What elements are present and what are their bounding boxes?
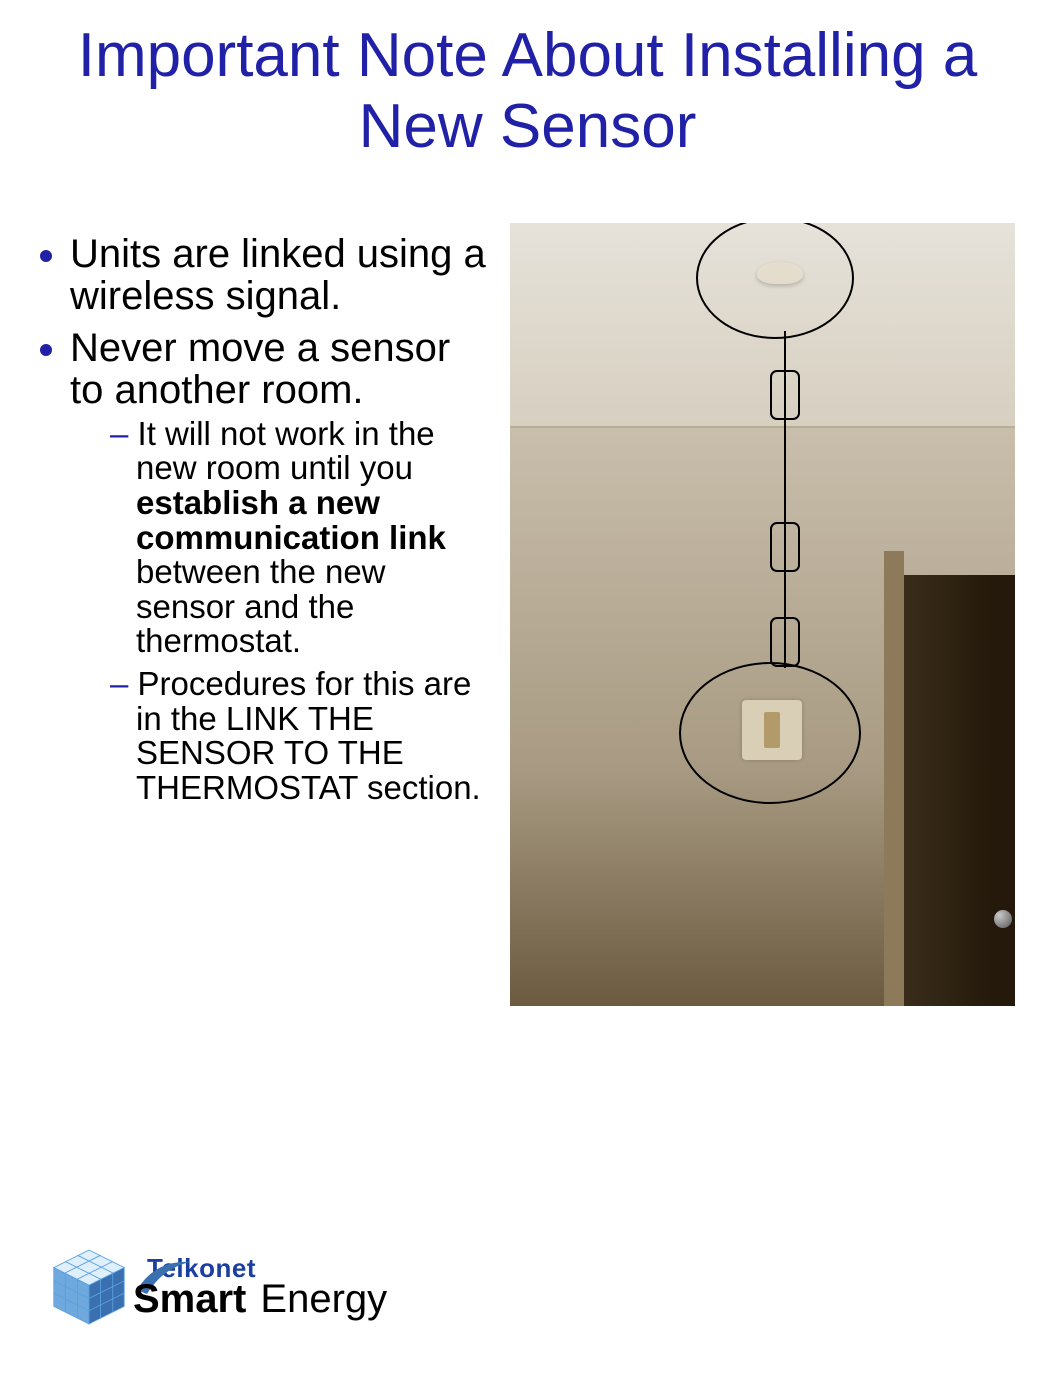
brand-logo: Telkonet SmartEnergy bbox=[45, 1239, 387, 1334]
logo-text: Telkonet SmartEnergy bbox=[147, 1255, 387, 1319]
sub2-text: Procedures for this are in the LINK THE … bbox=[136, 665, 481, 806]
sub-bullet-1: It will not work in the new room until y… bbox=[110, 417, 490, 659]
logo-product: SmartEnergy bbox=[147, 1279, 387, 1319]
logo-energy: Energy bbox=[260, 1277, 387, 1321]
bullet-2: Never move a sensor to another room. It … bbox=[70, 327, 490, 806]
slide-title: Important Note About Installing a New Se… bbox=[40, 20, 1015, 163]
body-row: Units are linked using a wireless signal… bbox=[40, 223, 1015, 1006]
image-column bbox=[510, 223, 1015, 1006]
sub-list: It will not work in the new room until y… bbox=[70, 417, 490, 806]
sub1-bold: establish a new communication link bbox=[136, 484, 446, 556]
sub1-post: between the new sensor and the thermosta… bbox=[136, 553, 386, 659]
sub1-pre: It will not work in the new room until y… bbox=[136, 415, 435, 487]
bullet-list: Units are linked using a wireless signal… bbox=[40, 233, 490, 806]
sub-bullet-2: Procedures for this are in the LINK THE … bbox=[110, 667, 490, 806]
link-diagram-overlay bbox=[510, 223, 1015, 1006]
slide: Important Note About Installing a New Se… bbox=[0, 0, 1055, 1384]
bullet-1: Units are linked using a wireless signal… bbox=[70, 233, 490, 317]
bullet-2-text: Never move a sensor to another room. bbox=[70, 326, 450, 412]
bullet-1-text: Units are linked using a wireless signal… bbox=[70, 232, 486, 318]
text-column: Units are linked using a wireless signal… bbox=[40, 223, 490, 816]
logo-cube-icon bbox=[45, 1243, 133, 1331]
logo-smart: Smart bbox=[133, 1279, 246, 1319]
